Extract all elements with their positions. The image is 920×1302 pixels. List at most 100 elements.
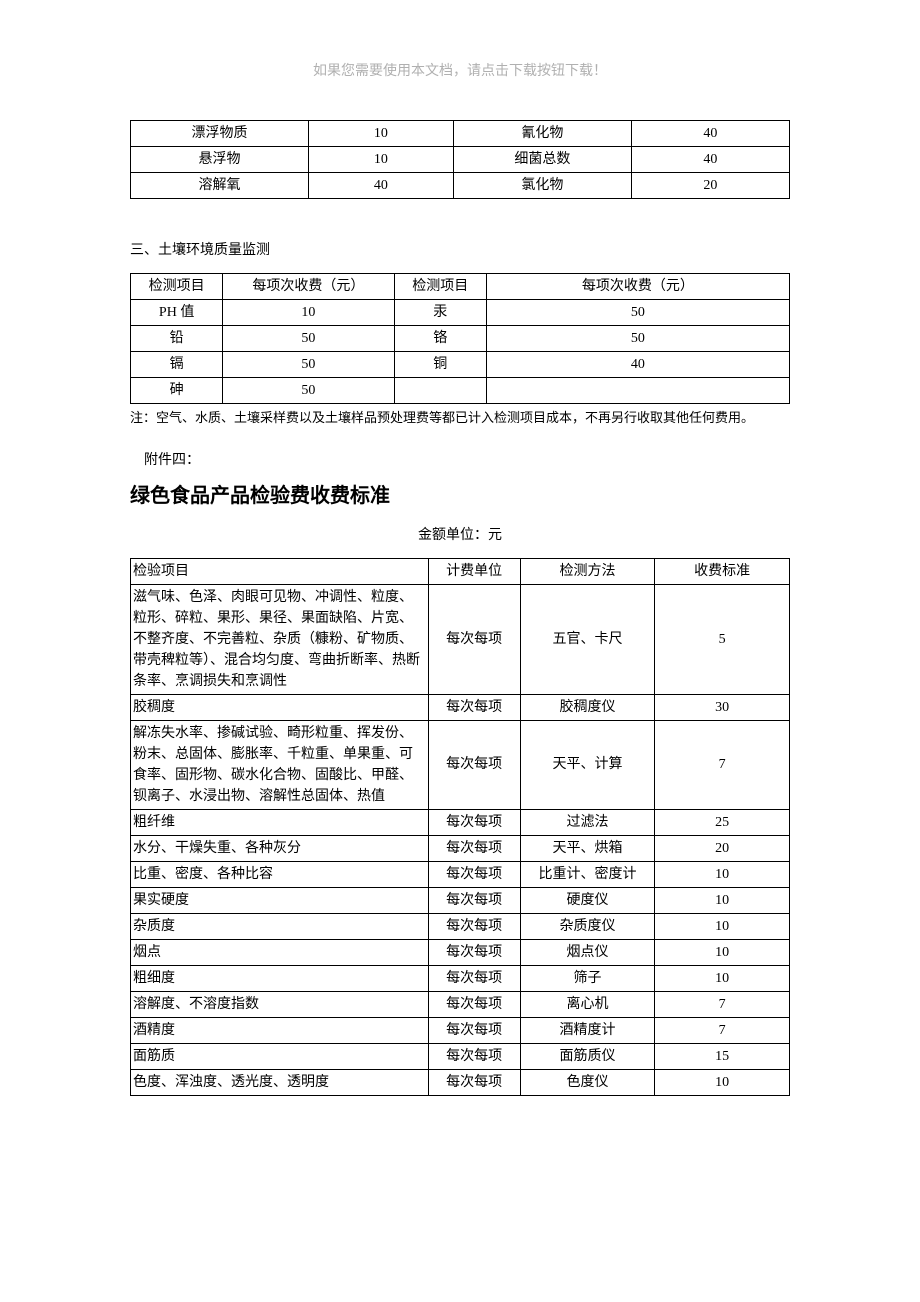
table-cell: [486, 378, 789, 404]
table-cell-method: 离心机: [520, 991, 655, 1017]
table-row: 滋气味、色泽、肉眼可见物、冲调性、粒度、粒形、碎粒、果形、果径、果面缺陷、片宽、…: [131, 584, 790, 694]
table-cell-method: 面筋质仪: [520, 1043, 655, 1069]
table-row: PH 值10汞50: [131, 300, 790, 326]
table-cell: 10: [308, 147, 453, 173]
table-row: 铅50铬50: [131, 326, 790, 352]
table-header-row: 检测项目每项次收费（元）检测项目每项次收费（元）: [131, 274, 790, 300]
table-header-cell: 检测方法: [520, 558, 655, 584]
table-row: 解冻失水率、掺碱试验、畸形粒重、挥发份、粉末、总固体、膨胀率、千粒重、单果重、可…: [131, 720, 790, 809]
table-row: 溶解氧40氯化物20: [131, 173, 790, 199]
table-row: 粗纤维每次每项过滤法25: [131, 809, 790, 835]
table-cell-unit: 每次每项: [428, 1017, 520, 1043]
table-cell: 铜: [394, 352, 486, 378]
table-header-cell: 检测项目: [131, 274, 223, 300]
table-row: 杂质度每次每项杂质度仪10: [131, 913, 790, 939]
table-cell: 细菌总数: [453, 147, 631, 173]
table-cell-fee: 10: [655, 939, 790, 965]
table-row: 酒精度每次每项酒精度计7: [131, 1017, 790, 1043]
table-cell-method: 过滤法: [520, 809, 655, 835]
table-cell-item: 色度、浑浊度、透光度、透明度: [131, 1069, 429, 1095]
section-soil-title: 三、土壤环境质量监测: [130, 239, 790, 259]
table-row: 水分、干燥失重、各种灰分每次每项天平、烘箱20: [131, 835, 790, 861]
table-row: 胶稠度每次每项胶稠度仪30: [131, 694, 790, 720]
unit-line: 金额单位：元: [130, 524, 790, 544]
table-cell-item: 果实硬度: [131, 887, 429, 913]
table-cell-method: 烟点仪: [520, 939, 655, 965]
table-cell-unit: 每次每项: [428, 835, 520, 861]
table-row: 面筋质每次每项面筋质仪15: [131, 1043, 790, 1069]
table-cell-item: 滋气味、色泽、肉眼可见物、冲调性、粒度、粒形、碎粒、果形、果径、果面缺陷、片宽、…: [131, 584, 429, 694]
table-header-cell: 检验项目: [131, 558, 429, 584]
table-cell-method: 胶稠度仪: [520, 694, 655, 720]
table-header-row: 检验项目计费单位检测方法收费标准: [131, 558, 790, 584]
table-cell-fee: 7: [655, 991, 790, 1017]
table-cell-unit: 每次每项: [428, 809, 520, 835]
header-note: 如果您需要使用本文档，请点击下载按钮下载！: [130, 60, 790, 80]
table-cell-fee: 25: [655, 809, 790, 835]
table-cell-fee: 20: [655, 835, 790, 861]
table-cell: 砷: [131, 378, 223, 404]
table-cell-fee: 10: [655, 861, 790, 887]
table-cell-unit: 每次每项: [428, 1069, 520, 1095]
table-header-cell: 检测项目: [394, 274, 486, 300]
table-row: 镉50铜40: [131, 352, 790, 378]
table-cell-unit: 每次每项: [428, 720, 520, 809]
table-row: 粗细度每次每项筛子10: [131, 965, 790, 991]
table-row: 果实硬度每次每项硬度仪10: [131, 887, 790, 913]
table-cell: 50: [486, 300, 789, 326]
table-cell-unit: 每次每项: [428, 991, 520, 1017]
table-cell-fee: 7: [655, 1017, 790, 1043]
table-cell: [394, 378, 486, 404]
table-cell: 溶解氧: [131, 173, 309, 199]
table-cell: 10: [223, 300, 394, 326]
table-cell-unit: 每次每项: [428, 913, 520, 939]
table-cell: 汞: [394, 300, 486, 326]
table-cell-fee: 10: [655, 913, 790, 939]
table-cell-item: 胶稠度: [131, 694, 429, 720]
table-cell-fee: 10: [655, 965, 790, 991]
table-cell-item: 酒精度: [131, 1017, 429, 1043]
table-cell-method: 筛子: [520, 965, 655, 991]
table-row: 悬浮物10细菌总数40: [131, 147, 790, 173]
table-cell-method: 酒精度计: [520, 1017, 655, 1043]
table-cell-unit: 每次每项: [428, 584, 520, 694]
attachment-label: 附件四：: [130, 449, 790, 469]
table-cell-unit: 每次每项: [428, 1043, 520, 1069]
table-row: 色度、浑浊度、透光度、透明度每次每项色度仪10: [131, 1069, 790, 1095]
note-text: 注：空气、水质、土壤采样费以及土壤样品预处理费等都已计入检测项目成本，不再另行收…: [130, 408, 790, 429]
table-header-cell: 每项次收费（元）: [486, 274, 789, 300]
table-cell-item: 水分、干燥失重、各种灰分: [131, 835, 429, 861]
table-cell-item: 杂质度: [131, 913, 429, 939]
table-cell: 50: [223, 326, 394, 352]
table-row: 漂浮物质10氰化物40: [131, 121, 790, 147]
table-header-cell: 计费单位: [428, 558, 520, 584]
table-cell-method: 色度仪: [520, 1069, 655, 1095]
table-row: 比重、密度、各种比容每次每项比重计、密度计10: [131, 861, 790, 887]
table-cell-method: 天平、烘箱: [520, 835, 655, 861]
table-cell: 40: [631, 121, 789, 147]
table-cell-item: 烟点: [131, 939, 429, 965]
page-title: 绿色食品产品检验费收费标准: [130, 479, 790, 508]
table-cell: 50: [223, 378, 394, 404]
table-cell-method: 杂质度仪: [520, 913, 655, 939]
table-cell-method: 比重计、密度计: [520, 861, 655, 887]
table-green-food-fees: 检验项目计费单位检测方法收费标准滋气味、色泽、肉眼可见物、冲调性、粒度、粒形、碎…: [130, 558, 790, 1096]
table-cell: 40: [631, 147, 789, 173]
table-soil-monitoring: 检测项目每项次收费（元）检测项目每项次收费（元）PH 值10汞50铅50铬50镉…: [130, 273, 790, 404]
table-cell-unit: 每次每项: [428, 694, 520, 720]
table-cell-fee: 30: [655, 694, 790, 720]
table-cell: 镉: [131, 352, 223, 378]
table-cell: 40: [308, 173, 453, 199]
table-cell-fee: 10: [655, 1069, 790, 1095]
table-cell-item: 面筋质: [131, 1043, 429, 1069]
table-cell: 50: [486, 326, 789, 352]
table-row: 烟点每次每项烟点仪10: [131, 939, 790, 965]
table-header-cell: 每项次收费（元）: [223, 274, 394, 300]
table-cell: PH 值: [131, 300, 223, 326]
table-cell-method: 五官、卡尺: [520, 584, 655, 694]
table-cell: 漂浮物质: [131, 121, 309, 147]
table-cell-fee: 10: [655, 887, 790, 913]
table-cell-item: 比重、密度、各种比容: [131, 861, 429, 887]
table-cell: 10: [308, 121, 453, 147]
table-row: 砷50: [131, 378, 790, 404]
